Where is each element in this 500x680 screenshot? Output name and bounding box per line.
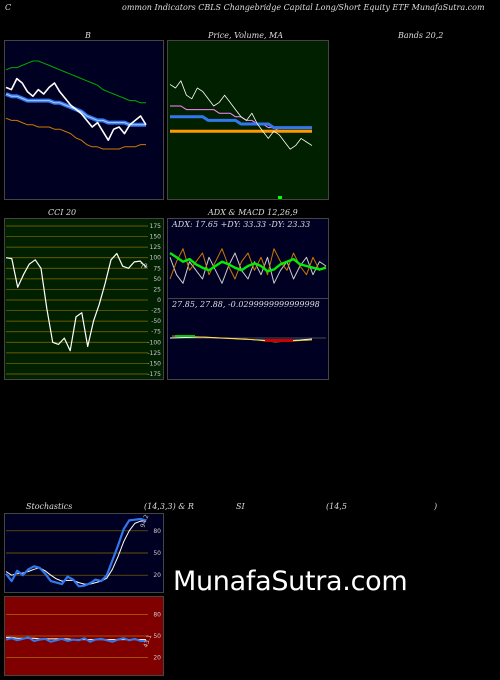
label-cci: CCI 20: [48, 208, 77, 217]
cci-tick: -175: [147, 371, 161, 378]
price-line: [169, 80, 313, 150]
stoch-d-line: [5, 519, 147, 585]
header-c: C: [5, 3, 12, 12]
cci-latest: 78: [140, 263, 148, 270]
macd-readout: 27.85, 27.88, -0.0299999999999998: [172, 300, 320, 309]
stoch-k-line: [5, 517, 147, 588]
cci-tick: -50: [151, 318, 161, 325]
stoch-tick: 50: [153, 550, 161, 557]
rsi-tick: 80: [153, 611, 161, 618]
macd-hist-pos: [175, 335, 195, 337]
label-rsi-close: ): [434, 502, 438, 511]
watermark: MunafaSutra.com: [173, 566, 408, 597]
rsi-latest: 43.1: [142, 634, 153, 649]
bb-price-line: [5, 77, 147, 141]
price-panel: [167, 40, 329, 200]
label-rsi-params: (14,5: [326, 502, 347, 511]
cci-tick: 150: [150, 234, 162, 241]
cci-tick: -125: [147, 350, 161, 357]
rsi-line: [5, 636, 146, 643]
cci-tick: -100: [147, 339, 161, 346]
bollinger-panel: [4, 40, 164, 200]
label-adx: ADX & MACD 12,26,9: [208, 208, 298, 217]
label-b: B: [85, 31, 91, 40]
cci-tick: 0: [157, 297, 161, 304]
pdi-line: [169, 252, 327, 284]
cci-tick: -25: [151, 308, 161, 315]
label-stoch-params: (14,3,3) & R: [144, 502, 194, 511]
cci-tick: 100: [150, 255, 162, 262]
label-price: Price, Volume, MA: [208, 31, 284, 40]
adx-readout: ADX: 17.65 +DY: 33.33 -DY: 23.33: [172, 220, 311, 229]
cci-tick: 125: [150, 244, 162, 251]
adx-line: [169, 251, 327, 273]
stoch-tick: 20: [153, 572, 161, 579]
ma-blue-line: [170, 115, 312, 130]
stoch-latest: 94.2: [139, 514, 150, 529]
macd-hist-neg: [265, 339, 293, 342]
bb-lower-line: [5, 117, 146, 150]
label-rsi: SI: [236, 502, 245, 511]
stoch-tick: 80: [153, 528, 161, 535]
cci-tick: -75: [151, 329, 161, 336]
cci-tick: 175: [150, 223, 162, 230]
cci-line: [5, 252, 147, 352]
cci-tick: 75: [153, 265, 161, 272]
cci-tick: 50: [153, 276, 161, 283]
label-bands: Bands 20,2: [398, 31, 444, 40]
volume-bar: [278, 196, 282, 199]
label-stoch: Stochastics: [26, 502, 73, 511]
bb-upper-line: [5, 60, 146, 104]
cci-tick: -150: [147, 360, 161, 367]
rsi-tick: 50: [153, 633, 161, 640]
rsi-tick: 20: [153, 655, 161, 662]
cci-tick: 25: [153, 286, 161, 293]
header-title: ommon Indicators CBLS Changebridge Capit…: [122, 3, 485, 12]
macd-line: [169, 336, 313, 342]
mdi-line: [169, 248, 327, 280]
